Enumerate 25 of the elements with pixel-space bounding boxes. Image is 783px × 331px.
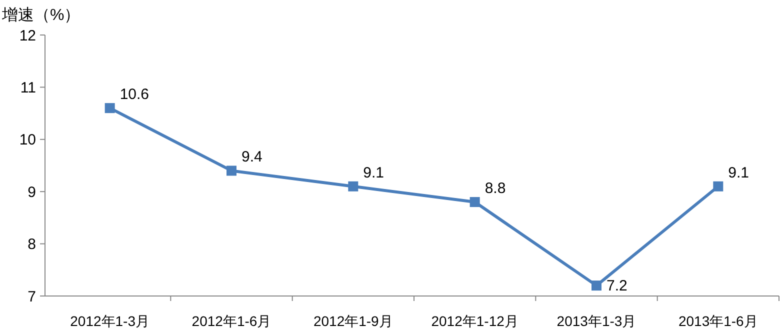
y-tick-label: 12	[19, 27, 36, 44]
data-label: 9.4	[242, 148, 262, 166]
point	[592, 280, 602, 291]
x-tick-label: 2012年1-6月	[192, 313, 272, 329]
point	[470, 197, 480, 208]
point	[104, 103, 115, 114]
data-label: 10.6	[120, 86, 150, 104]
point	[226, 166, 236, 176]
data-label: 7.2	[606, 278, 628, 295]
y-tick-label: 10	[19, 132, 36, 149]
x-tick-label: 2012年1-9月	[313, 313, 393, 329]
x-tick-label: 2013年1-6月	[678, 313, 758, 329]
point	[348, 181, 358, 192]
y-tick-label: 9	[28, 184, 36, 201]
x-tick-label: 2012年1-12月	[431, 313, 518, 329]
y-axis-title: 增速（%）	[1, 6, 80, 24]
x-tick-label: 2013年1-3月	[556, 313, 636, 329]
data-label: 9.1	[363, 164, 384, 182]
y-tick-label: 11	[20, 79, 36, 96]
point	[713, 181, 724, 192]
data-label: 8.8	[484, 180, 506, 198]
y-tick-label: 8	[28, 236, 36, 254]
y-tick-label: 7	[28, 288, 36, 306]
data-label: 9.1	[728, 164, 750, 182]
x-tick-label: 2012年1-3月	[70, 313, 150, 329]
